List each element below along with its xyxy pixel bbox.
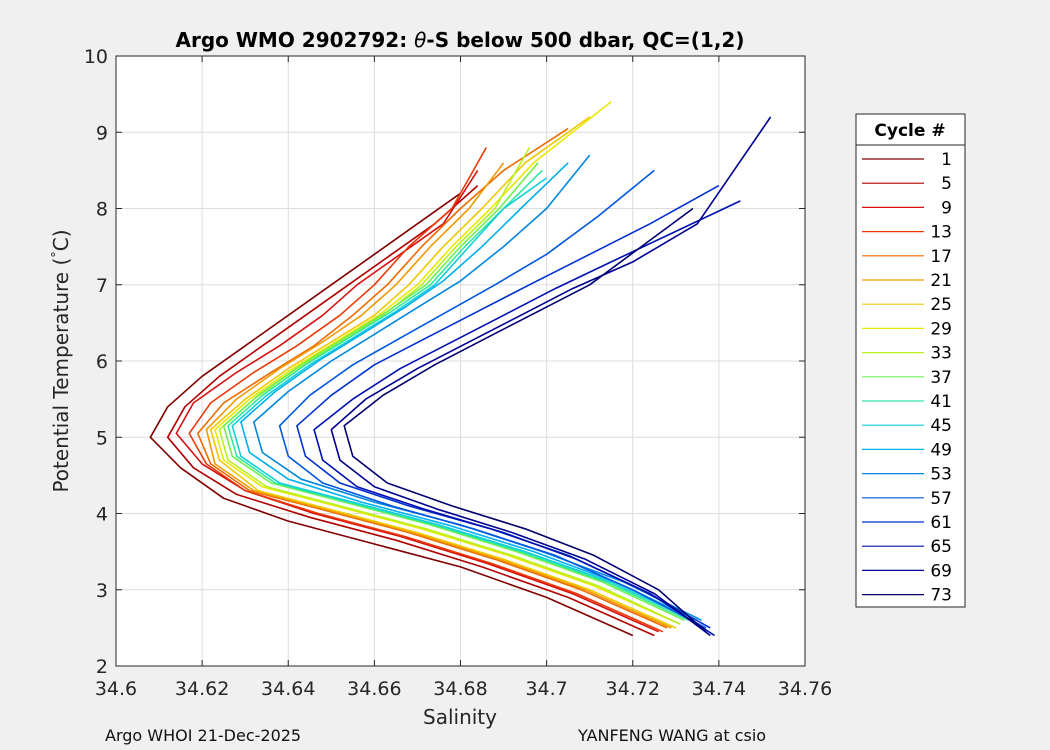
- series-line-cycle-29: [214, 101, 681, 625]
- x-tick-label: 34.72: [606, 678, 660, 700]
- x-tick-label: 34.66: [347, 678, 401, 700]
- degree-symbol: °: [50, 251, 65, 258]
- series-line-cycle-65: [313, 200, 741, 637]
- legend-title: Cycle #: [874, 121, 945, 141]
- legend-label: 13: [930, 223, 952, 243]
- legend-label: 33: [930, 344, 952, 364]
- legend-label: 53: [930, 465, 952, 485]
- series-line-cycle-25: [209, 116, 677, 629]
- footer-right-credit: YANFENG WANG at csio: [578, 726, 767, 745]
- x-axis-label: Salinity: [423, 705, 497, 729]
- y-tick-label: 3: [96, 580, 108, 602]
- y-tick-label: 10: [84, 46, 108, 68]
- legend: Cycle # 1 5 9 13 17 21 25 29 33 37 41 45 49 53 57 61 65 6…: [855, 113, 966, 608]
- theta-symbol: θ: [414, 28, 426, 52]
- x-tick-label: 34.6: [95, 678, 137, 700]
- legend-label: 45: [930, 416, 952, 436]
- series-lines: [149, 101, 772, 637]
- series-line-cycle-45: [231, 177, 694, 622]
- x-tick-label: 34.68: [433, 678, 487, 700]
- x-tick-labels: 34.6 34.62 34.64 34.66 34.68 34.7 34.72 34.74 34…: [95, 678, 832, 700]
- legend-label: 41: [930, 392, 952, 412]
- tick-marks: [115, 55, 806, 667]
- series-line-cycle-73: [343, 207, 707, 633]
- legend-label: 49: [930, 440, 952, 460]
- y-axis-label: Potential Temperature (°C): [49, 229, 73, 492]
- series-line-cycle-57: [278, 169, 707, 629]
- y-label-prefix: Potential Temperature (: [49, 258, 73, 493]
- y-tick-label: 2: [96, 656, 108, 678]
- series-line-cycle-41: [227, 169, 690, 622]
- y-label-suffix: C): [49, 229, 73, 251]
- legend-label: 61: [930, 513, 952, 533]
- legend-label: 1: [941, 150, 952, 170]
- series-line-cycle-5: [166, 185, 655, 637]
- series-line-cycle-49: [240, 162, 698, 622]
- x-tick-label: 34.76: [778, 678, 832, 700]
- series-line-cycle-17: [197, 127, 668, 629]
- series-line-cycle-13: [188, 147, 664, 633]
- y-tick-label: 5: [96, 427, 108, 449]
- title-prefix: Argo WMO 2902792:: [176, 28, 415, 52]
- y-tick-label: 6: [96, 351, 108, 373]
- legend-label: 21: [930, 271, 952, 291]
- y-tick-label: 8: [96, 199, 108, 221]
- legend-label: 73: [930, 586, 952, 606]
- legend-entries: 1 5 9 13 17 21 25 29 33 37 41 45 49 53 57 61 65 69 73: [862, 150, 952, 606]
- footer-left-credit: Argo WHOI 21-Dec-2025: [105, 726, 302, 745]
- y-tick-label: 9: [96, 122, 108, 144]
- x-tick-label: 34.64: [261, 678, 315, 700]
- y-tick-label: 4: [96, 504, 108, 526]
- legend-label: 37: [930, 368, 952, 388]
- legend-label: 57: [930, 489, 952, 509]
- series-line-cycle-37: [222, 162, 685, 622]
- series-line-cycle-9: [175, 169, 659, 633]
- legend-label: 5: [941, 174, 952, 194]
- legend-label: 65: [930, 537, 952, 557]
- x-tick-label: 34.74: [692, 678, 746, 700]
- x-tick-label: 34.7: [525, 678, 567, 700]
- title-suffix: -S below 500 dbar, QC=(1,2): [426, 28, 744, 52]
- x-tick-label: 34.62: [175, 678, 229, 700]
- legend-label: 25: [930, 295, 952, 315]
- legend-label: 9: [941, 198, 952, 218]
- series-line-cycle-1: [149, 192, 634, 637]
- series-line-cycle-21: [205, 162, 672, 629]
- legend-label: 69: [930, 561, 952, 581]
- legend-label: 17: [930, 247, 952, 267]
- chart-title: Argo WMO 2902792: θ-S below 500 dbar, QC…: [176, 28, 745, 52]
- legend-label: 29: [930, 319, 952, 339]
- legend-box: [855, 113, 966, 608]
- y-tick-labels: 2 3 4 5 6 7 8 9 10: [84, 46, 108, 678]
- y-tick-label: 7: [96, 275, 108, 297]
